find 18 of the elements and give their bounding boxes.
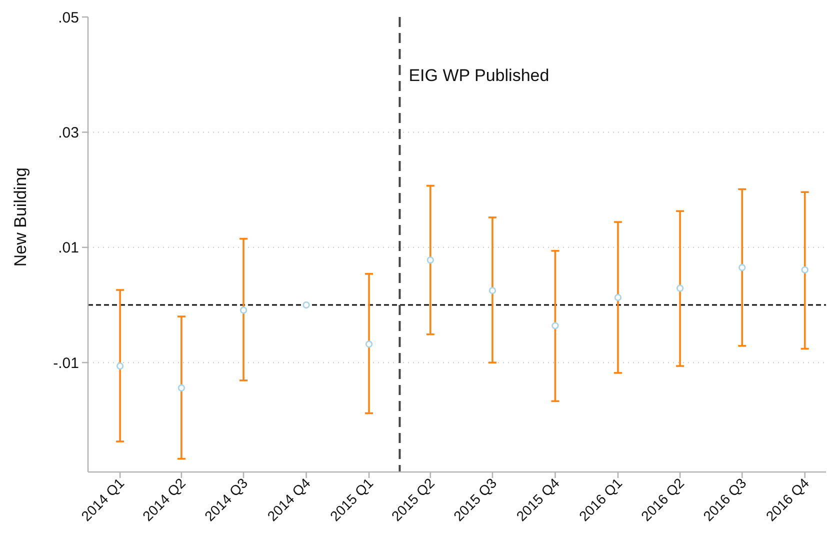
y-tick-label: -.01: [53, 354, 79, 372]
point: [240, 306, 248, 314]
point: [614, 294, 622, 302]
point: [365, 340, 373, 348]
point: [738, 264, 746, 272]
point: [488, 286, 496, 294]
y-tick-label: .01: [58, 240, 79, 257]
point: [302, 301, 310, 309]
y-axis-title: New Building: [11, 167, 30, 267]
y-tick-label: .05: [58, 9, 79, 26]
point: [178, 384, 186, 392]
point: [801, 266, 808, 274]
y-tick-label: .03: [58, 124, 79, 142]
point: [426, 256, 434, 264]
point: [676, 284, 684, 292]
point: [116, 362, 124, 370]
point: [552, 322, 559, 330]
ref-line-label: EIG WP Published: [408, 66, 550, 85]
